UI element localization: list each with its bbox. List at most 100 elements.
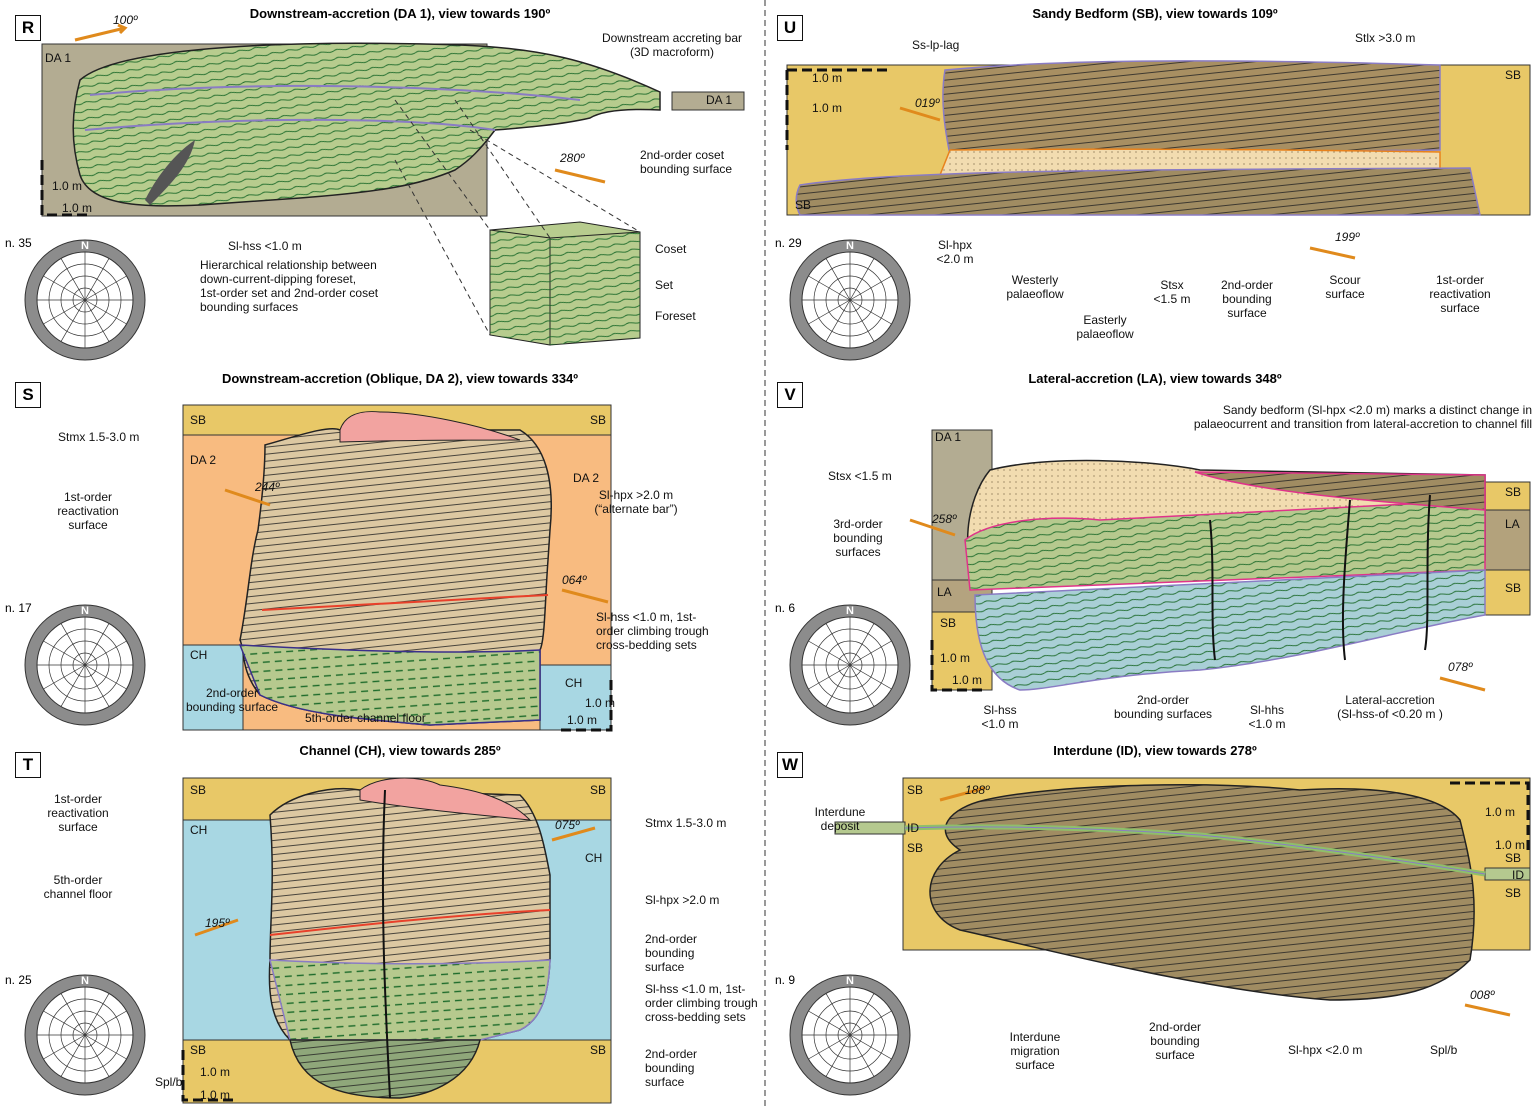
annotation: Sl-hpx >2.0 m (“alternate bar”) <box>594 488 678 516</box>
rose-diagrams <box>24 239 911 1096</box>
annotation: SB <box>190 413 207 427</box>
rose-spoke <box>808 640 851 666</box>
annotation: 5th-order channel floor <box>43 873 113 901</box>
drawing-shape <box>381 789 391 1099</box>
annotation: 1.0 m <box>585 696 616 710</box>
rose-spoke <box>60 664 86 707</box>
rose-spoke <box>84 993 110 1036</box>
drawing-shape <box>145 140 195 205</box>
drawing-shape <box>554 168 606 184</box>
annotation: Sl-hss <1.0 m, 1st- order climbing troug… <box>645 982 758 1024</box>
annotation: Interdune deposit <box>814 805 866 833</box>
annotation: DA 2 <box>573 471 600 485</box>
annotation: Stsx <1.5 m <box>828 469 892 483</box>
rose-spoke <box>808 275 851 301</box>
annotation: Sl-hss <1.0 m <box>228 239 302 253</box>
annotation: Scour surface <box>1325 273 1365 301</box>
annotation: Easterly palaeoflow <box>1076 313 1134 341</box>
rose-spoke <box>808 1010 851 1036</box>
rose-diagram <box>789 604 911 726</box>
rose-spoke <box>849 1010 892 1036</box>
annotation: DA 1 <box>45 51 72 65</box>
rose-spoke <box>84 1010 127 1036</box>
drawing-shape <box>182 644 244 731</box>
drawing-shape <box>785 68 887 150</box>
drawing-shape <box>671 91 745 111</box>
annotation: DA 1 <box>935 430 962 444</box>
annotation: 100º <box>113 13 138 27</box>
rose-spoke <box>60 623 86 666</box>
annotation: CH <box>565 676 583 690</box>
panel-title: Channel (CH), view towards 285º <box>299 743 501 758</box>
annotation: 064º <box>562 573 587 587</box>
rose-spoke <box>43 275 86 301</box>
annotation: 199º <box>1335 230 1360 244</box>
annotation: Lateral-accretion (Sl-hss-of <0.20 m ) <box>1337 693 1443 721</box>
drawing-shape <box>930 640 982 692</box>
annotation: CH <box>585 851 603 865</box>
rose-count: n. 6 <box>775 601 796 615</box>
drawing-shape <box>974 569 1486 691</box>
rose-spoke <box>849 664 875 707</box>
annotation: 195º <box>205 916 230 930</box>
rose-spoke <box>825 1034 851 1077</box>
rose-spoke <box>43 1034 86 1060</box>
rose-north: N <box>81 240 89 252</box>
rose-spoke <box>84 299 110 342</box>
annotation: 1.0 m <box>52 179 83 193</box>
annotation: Spl/b <box>1430 1043 1458 1057</box>
annotation: 1.0 m <box>812 101 843 115</box>
annotation: Sl-hss <1.0 m <box>981 703 1019 731</box>
annotation: 019º <box>915 96 940 110</box>
annotation: Hierarchical relationship between down-c… <box>200 258 379 314</box>
panel-title: Sandy Bedform (SB), view towards 109º <box>1032 6 1278 21</box>
drawing-shape <box>194 826 596 937</box>
annotation: SB <box>1505 851 1522 865</box>
panel-letter: U <box>777 15 803 41</box>
annotation: 3rd-order bounding surfaces <box>833 517 883 559</box>
annotation: Sandy bedform (Sl-hpx <2.0 m) marks a di… <box>1193 403 1532 431</box>
panel-title: Lateral-accretion (LA), view towards 348… <box>1028 371 1282 386</box>
annotation: 2nd-order coset bounding surface <box>640 148 733 176</box>
panel-letter: T <box>15 752 41 778</box>
drawing-shape <box>899 106 1356 260</box>
drawing-shape <box>40 160 92 217</box>
rose-count: n. 35 <box>5 236 32 250</box>
drawing-shape <box>1484 569 1531 616</box>
rose-spoke <box>60 258 86 301</box>
annotation: Stlx >3.0 m <box>1355 31 1416 45</box>
panel-title: Interdune (ID), view towards 278º <box>1053 743 1257 758</box>
annotation: Stmx 1.5-3.0 m <box>645 816 727 830</box>
rose-spoke <box>849 623 875 666</box>
drawing-shape <box>909 518 1486 692</box>
annotation: Spl/b <box>155 1075 183 1089</box>
annotation: 1.0 m <box>812 71 843 85</box>
rose-spoke <box>849 664 892 690</box>
rose-spoke <box>84 640 127 666</box>
annotation: SB <box>907 783 924 797</box>
annotation: Sl-hpx <2.0 m <box>936 238 974 266</box>
drawing-shape <box>490 230 640 345</box>
panel-title: Downstream-accretion (Oblique, DA 2), vi… <box>221 371 579 386</box>
annotation: Coset <box>655 242 687 256</box>
drawing-shape <box>238 644 541 726</box>
annotation: Westerly palaeoflow <box>1006 273 1064 301</box>
annotation: Set <box>655 278 674 292</box>
drawing-shape <box>261 594 549 611</box>
panel-letter: W <box>777 752 803 778</box>
annotation: 1st-order reactivation surface <box>47 792 109 834</box>
rose-north: N <box>846 975 854 987</box>
annotation: 1.0 m <box>567 713 598 727</box>
rose-count: n. 29 <box>775 236 802 250</box>
annotation: SB <box>190 1043 207 1057</box>
annotation: Sl-hhs <1.0 m <box>1248 703 1286 731</box>
drawing-shape <box>795 167 1481 216</box>
annotation: 008º <box>1470 988 1495 1002</box>
drawing-shape <box>359 777 532 821</box>
rose-spoke <box>825 993 851 1036</box>
drawing-shape <box>1450 781 1530 850</box>
annotation: 258º <box>932 512 957 526</box>
annotation: SB <box>1505 485 1522 499</box>
